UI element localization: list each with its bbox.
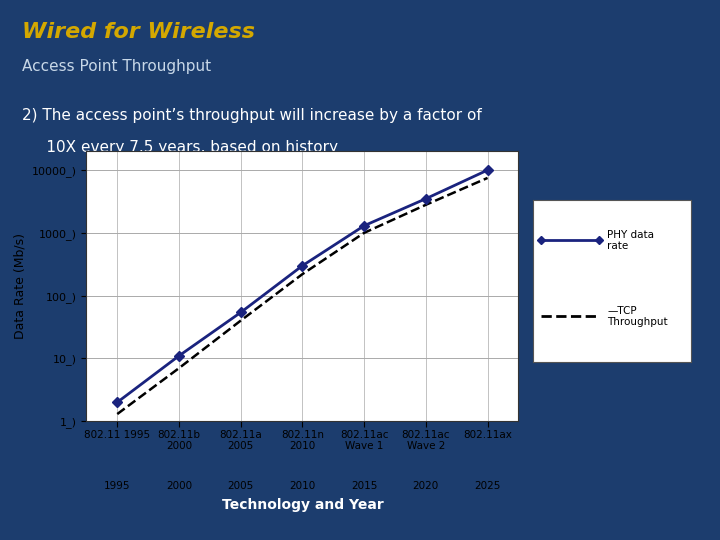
Text: —TCP
Throughput: —TCP Throughput: [607, 306, 668, 327]
Text: Technology and Year: Technology and Year: [222, 498, 383, 512]
Text: 2005: 2005: [228, 481, 254, 491]
Text: 2010: 2010: [289, 481, 315, 491]
Y-axis label: Data Rate (Mb/s): Data Rate (Mb/s): [13, 233, 26, 339]
Text: Access Point Throughput: Access Point Throughput: [22, 59, 211, 75]
Text: 2000: 2000: [166, 481, 192, 491]
Text: PHY data
rate: PHY data rate: [607, 230, 654, 251]
Text: 2) The access point’s throughput will increase by a factor of: 2) The access point’s throughput will in…: [22, 108, 482, 123]
Text: 10X every 7.5 years, based on history: 10X every 7.5 years, based on history: [22, 140, 338, 156]
Text: 2025: 2025: [474, 481, 500, 491]
Text: Wired for Wireless: Wired for Wireless: [22, 22, 255, 42]
Text: 2020: 2020: [413, 481, 439, 491]
Text: 2015: 2015: [351, 481, 377, 491]
Text: 1995: 1995: [104, 481, 130, 491]
